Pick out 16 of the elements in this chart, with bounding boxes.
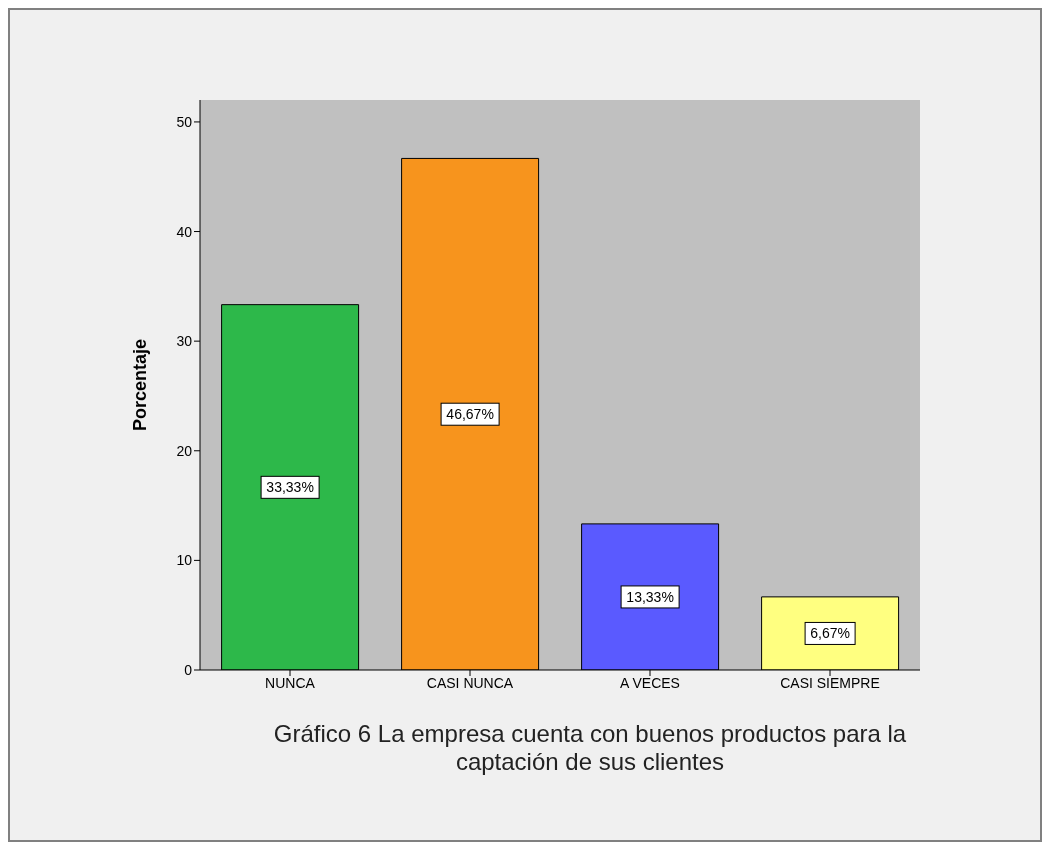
data-label: 13,33% <box>626 588 674 605</box>
data-label: 46,67% <box>446 406 494 423</box>
y-axis-title: Porcentaje <box>130 338 151 432</box>
x-tick-label: CASI SIEMPRE <box>780 674 880 691</box>
x-tick-label: CASI NUNCA <box>426 674 514 691</box>
x-axis-title: Gráfico 6 La empresa cuenta con buenos productos para la captación de sus clientes <box>272 720 908 776</box>
y-tick-label: 0 <box>184 661 193 678</box>
y-tick-label: 30 <box>176 333 193 350</box>
data-label: 6,67% <box>810 625 850 642</box>
y-tick-label: 20 <box>176 442 193 459</box>
x-tick-label: NUNCA <box>265 674 316 691</box>
y-tick-label: 40 <box>176 223 193 240</box>
y-tick-label: 50 <box>176 113 193 130</box>
y-tick-label: 10 <box>176 552 193 569</box>
data-label: 33,33% <box>266 479 314 496</box>
x-tick-label: A VECES <box>620 674 680 691</box>
